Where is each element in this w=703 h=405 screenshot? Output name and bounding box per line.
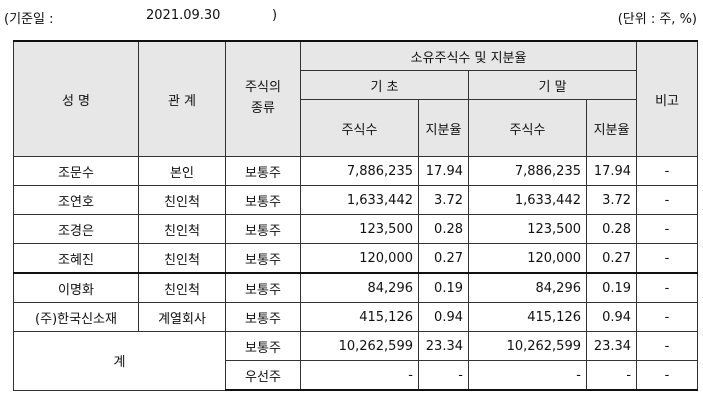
cell-end-shares: 1,633,442	[468, 185, 587, 215]
cell-relation: 친인척	[138, 214, 226, 244]
cell-end-ratio: 0.94	[585, 302, 638, 332]
cell-end-shares: 123,500	[468, 214, 587, 244]
cell-relation: 친인척	[138, 243, 226, 274]
cell-note: -	[636, 243, 699, 274]
cell-end-ratio: 23.34	[585, 331, 638, 361]
cell-end-shares: 7,886,235	[468, 156, 587, 186]
cell-stock-type: 우선주	[225, 360, 301, 391]
cell-begin-ratio: 17.94	[418, 156, 469, 186]
cell-begin-ratio: 0.28	[418, 214, 469, 244]
total-label: 계	[13, 331, 226, 391]
cell-name: 조경은	[13, 214, 139, 244]
total-row: 우선주 - - - - -	[14, 360, 699, 391]
cell-end-ratio: -	[585, 360, 638, 391]
base-date-close: )	[272, 8, 278, 23]
cell-stock-type: 보통주	[225, 243, 301, 274]
total-row: 계 보통주 10,262,599 23.34 10,262,599 23.34 …	[13, 331, 699, 391]
cell-end-ratio: 3.72	[585, 185, 638, 215]
base-date-label: (기준일 :	[4, 12, 54, 27]
cell-name: 조연호	[13, 185, 139, 215]
cell-note: -	[636, 214, 699, 244]
cell-begin-shares: 84,296	[300, 272, 419, 303]
unit-label: (단위 : 주, %)	[617, 12, 697, 27]
cell-begin-shares: 10,262,599	[300, 331, 419, 361]
col-relation-header: 관 계	[138, 40, 226, 157]
cell-begin-shares: -	[300, 360, 419, 391]
shareholding-table: 성 명 관 계 주식의 종류 소유주식수 및 지분율 비고 기 초 기 말 주식…	[13, 40, 699, 391]
cell-stock-type: 보통주	[225, 185, 301, 215]
col-end-shares-header: 주식수	[468, 99, 587, 157]
cell-end-shares: 120,000	[468, 243, 587, 274]
cell-end-ratio: 17.94	[585, 156, 638, 186]
col-group-header: 소유주식수 및 지분율	[299, 40, 638, 71]
cell-relation: 본인	[138, 156, 226, 186]
cell-end-ratio: 0.28	[585, 214, 638, 244]
cell-stock-type: 보통주	[225, 302, 301, 332]
table-row: 조연호 친인척 보통주 1,633,442 3.72 1,633,442 3.7…	[13, 185, 699, 215]
table-row: (주)한국신소재 계열회사 보통주 415,126 0.94 415,126 0…	[13, 302, 699, 332]
cell-name: 조혜진	[13, 243, 139, 274]
col-name-header: 성 명	[13, 40, 139, 157]
table-caption-line: (기준일 : 2021.09.30 ) (단위 : 주, %)	[0, 8, 703, 28]
col-begin-ratio-header: 지분율	[418, 99, 469, 157]
cell-stock-type: 보통주	[225, 156, 301, 186]
base-date-value: 2021.09.30	[146, 8, 221, 23]
cell-begin-ratio: 0.27	[418, 243, 469, 274]
cell-name: 이명화	[13, 272, 139, 303]
cell-end-shares: 84,296	[468, 272, 587, 303]
cell-note: -	[636, 360, 699, 391]
cell-note: -	[636, 185, 699, 215]
cell-note: -	[636, 331, 699, 361]
cell-begin-shares: 1,633,442	[300, 185, 419, 215]
cell-end-shares: 415,126	[468, 302, 587, 332]
cell-note: -	[636, 156, 699, 186]
cell-note: -	[636, 302, 699, 332]
cell-begin-shares: 415,126	[300, 302, 419, 332]
cell-begin-ratio: 0.94	[418, 302, 469, 332]
cell-end-ratio: 0.19	[585, 272, 638, 303]
cell-end-shares: 10,262,599	[468, 331, 587, 361]
cell-begin-ratio: 23.34	[418, 331, 469, 361]
cell-begin-shares: 123,500	[300, 214, 419, 244]
col-begin-shares-header: 주식수	[300, 99, 419, 157]
cell-note: -	[636, 272, 699, 303]
table-row: 조문수 본인 보통주 7,886,235 17.94 7,886,235 17.…	[13, 156, 699, 186]
cell-relation: 계열회사	[138, 302, 226, 332]
cell-begin-shares: 7,886,235	[300, 156, 419, 186]
table-row: 조혜진 친인척 보통주 120,000 0.27 120,000 0.27 -	[13, 243, 699, 274]
cell-relation: 친인척	[138, 185, 226, 215]
cell-name: (주)한국신소재	[13, 302, 139, 332]
cell-end-ratio: 0.27	[585, 243, 638, 274]
cell-begin-shares: 120,000	[300, 243, 419, 274]
cell-stock-type: 보통주	[225, 272, 301, 303]
col-note-header: 비고	[636, 40, 699, 157]
table-row: 조경은 친인척 보통주 123,500 0.28 123,500 0.28 -	[13, 214, 699, 244]
col-begin-header: 기 초	[300, 70, 469, 100]
cell-name: 조문수	[13, 156, 139, 186]
cell-begin-ratio: -	[418, 360, 469, 391]
cell-begin-ratio: 0.19	[418, 272, 469, 303]
cell-end-shares: -	[468, 360, 587, 391]
col-end-header: 기 말	[467, 70, 638, 100]
table-row: 이명화 친인척 보통주 84,296 0.19 84,296 0.19 -	[13, 272, 699, 303]
col-stock-type-header: 주식의 종류	[225, 40, 301, 157]
cell-stock-type: 보통주	[225, 331, 301, 361]
cell-relation: 친인척	[138, 272, 226, 303]
cell-begin-ratio: 3.72	[418, 185, 469, 215]
cell-stock-type: 보통주	[225, 214, 301, 244]
col-end-ratio-header: 지분율	[585, 99, 638, 157]
